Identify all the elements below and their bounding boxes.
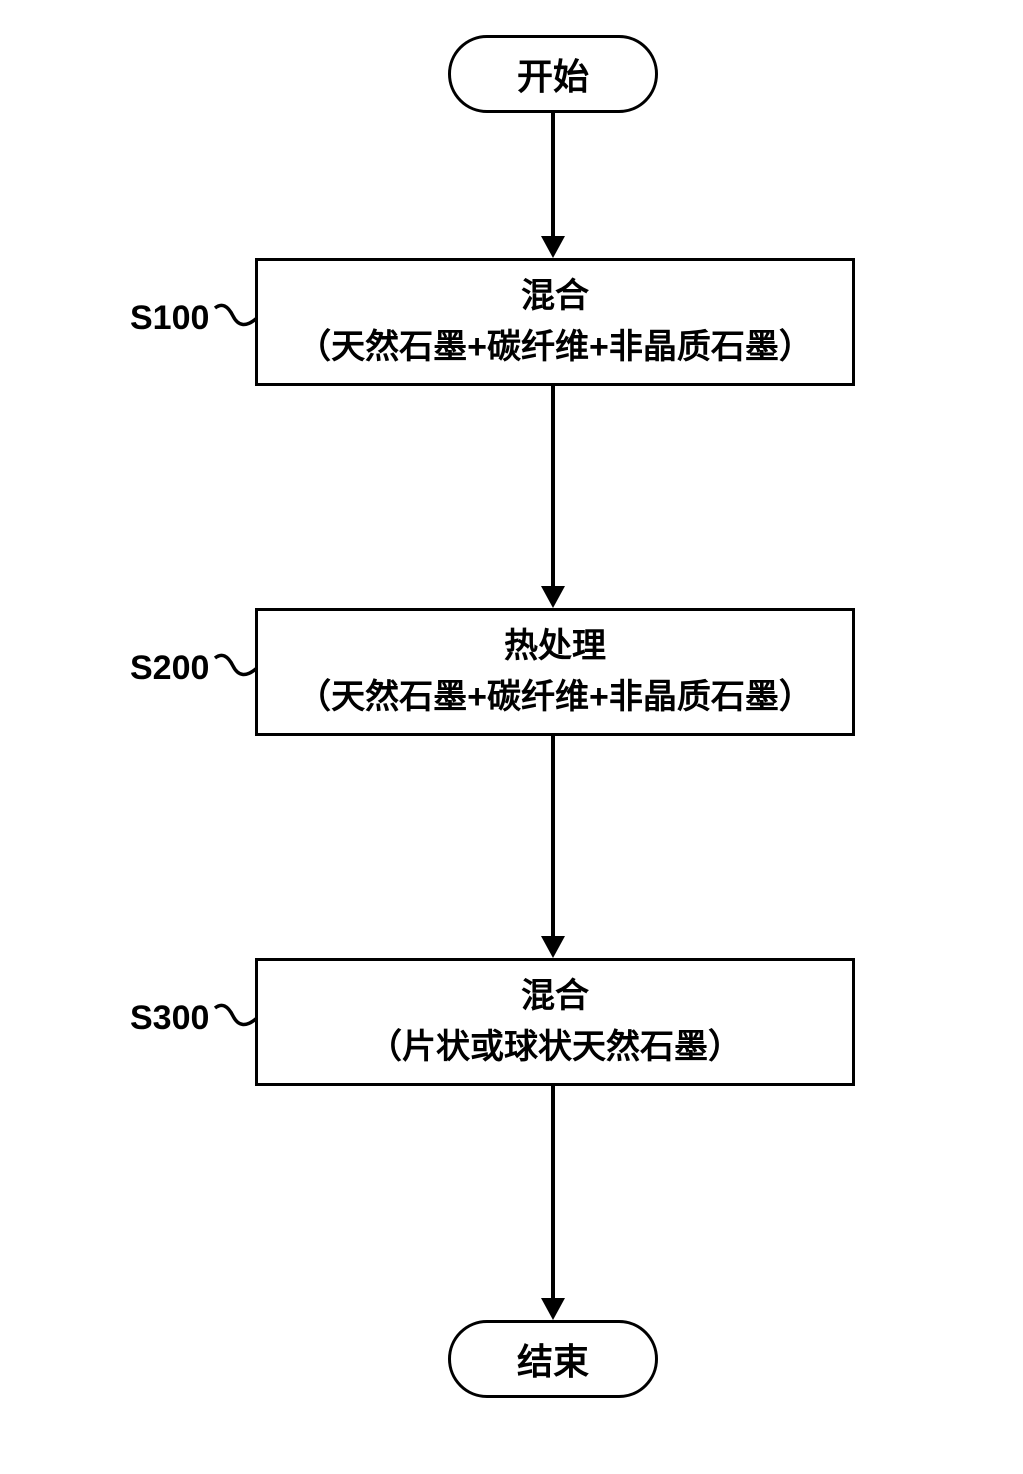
s300-title: 混合 <box>521 971 589 1022</box>
process-s200: 热处理 （天然石墨+碳纤维+非晶质石墨） <box>255 608 855 736</box>
process-s100: 混合 （天然石墨+碳纤维+非晶质石墨） <box>255 258 855 386</box>
edge-start-s100-head <box>541 236 565 258</box>
start-node: 开始 <box>448 35 658 113</box>
end-node: 结束 <box>448 1320 658 1398</box>
flowchart-container: 开始 S100 混合 （天然石墨+碳纤维+非晶质石墨） S200 热处理 （天然… <box>0 0 1023 1474</box>
s200-subtitle: （天然石墨+碳纤维+非晶质石墨） <box>297 672 813 723</box>
s100-subtitle: （天然石墨+碳纤维+非晶质石墨） <box>297 322 813 373</box>
step-label-s200: S200 <box>130 648 261 688</box>
end-label: 结束 <box>517 1333 589 1385</box>
step-label-s100: S100 <box>130 298 261 338</box>
step-label-s100-text: S100 <box>130 299 209 338</box>
step-label-s300-text: S300 <box>130 999 209 1038</box>
edge-s100-s200-head <box>541 586 565 608</box>
step-label-s300: S300 <box>130 998 261 1038</box>
step-label-s200-text: S200 <box>130 649 209 688</box>
edge-s200-s300-head <box>541 936 565 958</box>
edge-s200-s300 <box>551 736 555 936</box>
edge-s300-end-head <box>541 1298 565 1320</box>
s100-title: 混合 <box>521 271 589 322</box>
process-s300: 混合 （片状或球状天然石墨） <box>255 958 855 1086</box>
edge-s100-s200 <box>551 386 555 586</box>
edge-s300-end <box>551 1086 555 1298</box>
s200-title: 热处理 <box>504 621 606 672</box>
start-label: 开始 <box>517 48 589 100</box>
s300-subtitle: （片状或球状天然石墨） <box>368 1022 742 1073</box>
edge-start-s100 <box>551 113 555 236</box>
